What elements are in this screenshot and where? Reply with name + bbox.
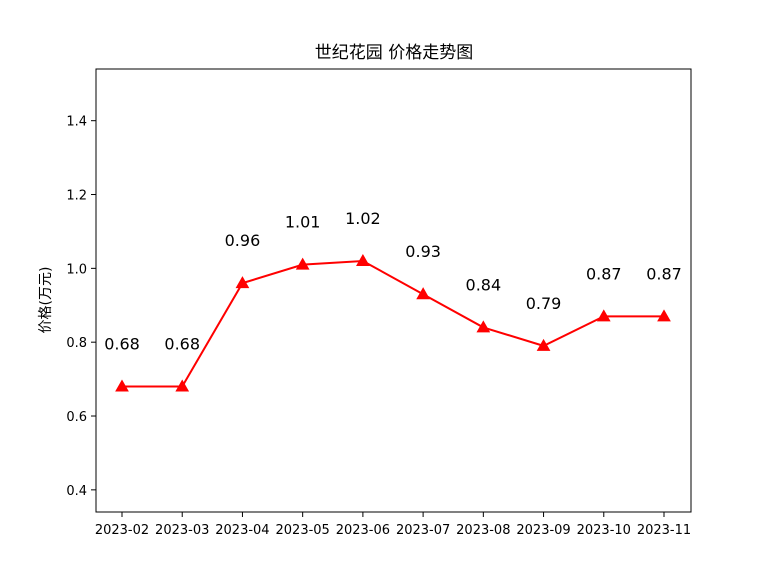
- x-tick-label: 2023-10: [577, 523, 631, 538]
- data-point: [476, 320, 491, 333]
- x-tick-label: 2023-09: [516, 523, 570, 538]
- data-label: 0.93: [405, 242, 441, 261]
- x-tick-label: 2023-02: [95, 523, 149, 538]
- data-label: 0.84: [466, 275, 502, 294]
- data-label: 0.68: [164, 334, 200, 353]
- data-point: [596, 309, 611, 322]
- x-tick-label: 2023-06: [336, 523, 390, 538]
- data-point: [295, 257, 310, 270]
- chart-title: 世纪花园 价格走势图: [315, 43, 473, 63]
- x-tick-label: 2023-11: [637, 523, 691, 538]
- data-label: 1.02: [345, 209, 381, 228]
- y-tick-label: 1.4: [66, 115, 87, 130]
- series-line: [122, 259, 664, 388]
- data-label: 0.79: [526, 294, 562, 313]
- data-point: [115, 379, 129, 392]
- x-tick-label: 2023-05: [276, 523, 330, 538]
- y-tick-label: 0.8: [66, 336, 87, 351]
- data-label: 0.87: [586, 264, 622, 283]
- data-label: 0.96: [225, 231, 261, 250]
- data-label: 0.68: [104, 334, 140, 353]
- y-tick-label: 1.0: [66, 262, 87, 277]
- x-tick-label: 2023-07: [396, 523, 450, 538]
- y-tick-label: 0.4: [66, 484, 87, 499]
- data-point: [356, 253, 370, 266]
- x-tick-label: 2023-03: [155, 523, 209, 538]
- data-point: [657, 309, 671, 322]
- data-label: 0.87: [646, 264, 682, 283]
- data-point: [416, 287, 430, 300]
- plot-area: 0.4 0.6 0.8 1.0 1.2 1.4 2023-02 2023-03 2023-04 2…: [66, 68, 692, 538]
- plot-frame: [95, 68, 692, 513]
- data-label: 1.01: [285, 213, 321, 232]
- x-tick-label: 2023-04: [215, 523, 269, 538]
- y-axis-label: 价格(万元): [38, 267, 54, 334]
- data-point: [175, 379, 190, 392]
- x-tick-label: 2023-08: [456, 523, 510, 538]
- data-point: [536, 338, 551, 351]
- y-tick-label: 0.6: [66, 410, 87, 425]
- data-point: [235, 276, 250, 289]
- y-tick-label: 1.2: [66, 189, 87, 204]
